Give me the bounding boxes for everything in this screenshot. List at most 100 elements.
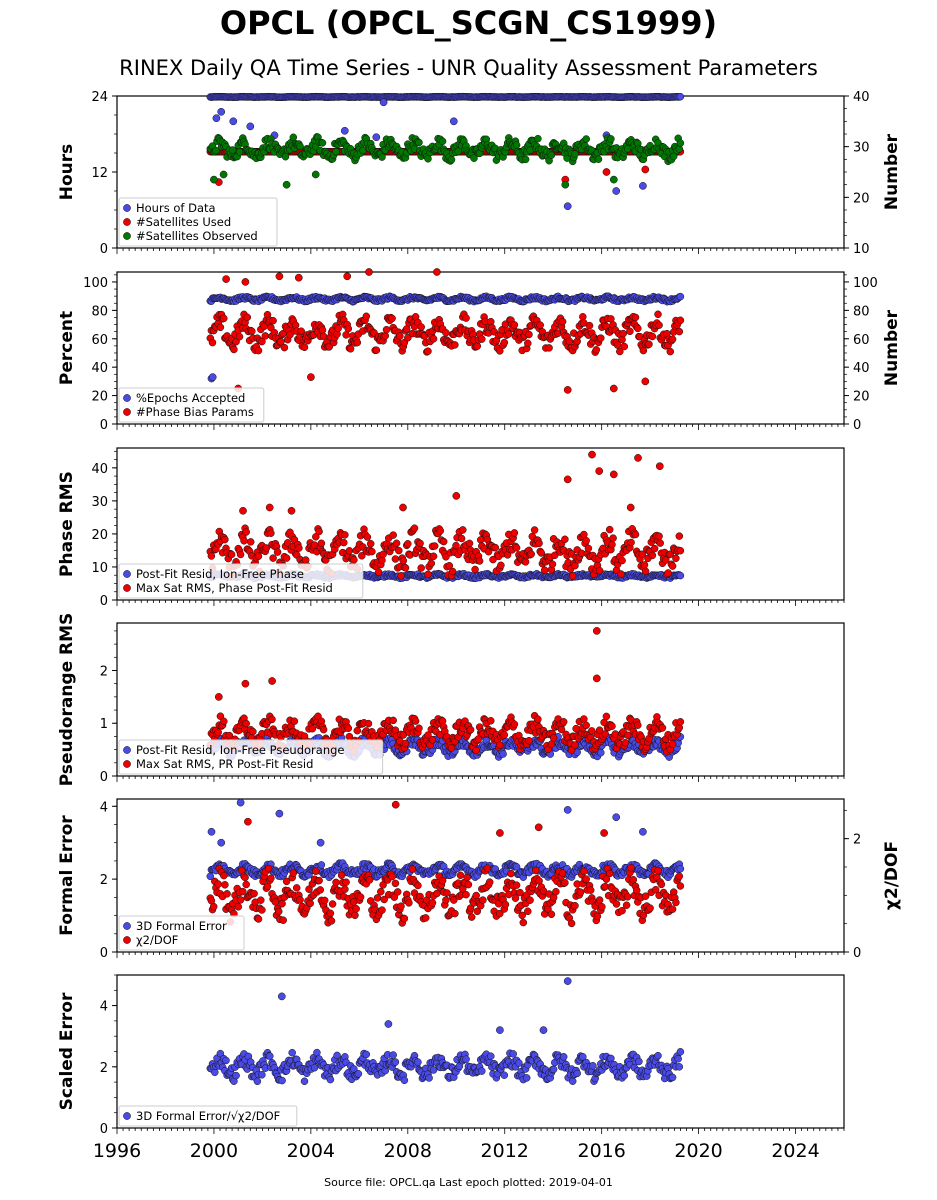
data-point [512, 141, 521, 149]
data-point [248, 327, 256, 335]
y2-axis-label: Number [882, 133, 902, 210]
legend-label: Max Sat RMS, Phase Post-Fit Resid [136, 581, 333, 595]
data-point [430, 542, 439, 550]
data-point [341, 531, 349, 539]
data-point [648, 332, 657, 341]
data-point [214, 728, 222, 737]
y2-tick-label: 80 [853, 304, 870, 319]
data-point [415, 724, 423, 732]
y-tick-label: 4 [100, 800, 108, 815]
legend-box [118, 197, 278, 247]
outlier-point [612, 187, 621, 195]
y-tick-label: 0 [100, 594, 108, 609]
data-point [295, 544, 303, 552]
data-point [582, 721, 590, 730]
data-point [396, 332, 404, 340]
data-point [429, 552, 438, 561]
data-point [650, 544, 659, 553]
data-point [273, 548, 282, 556]
data-point [592, 346, 601, 354]
data-point [389, 531, 397, 539]
data-point [281, 152, 290, 161]
data-point [536, 321, 544, 329]
data-point [207, 552, 216, 560]
legend-label: #Phase Bias Params [136, 405, 254, 419]
y2-axis-label: Number [882, 309, 902, 386]
outlier-point [563, 202, 572, 211]
data-point [417, 323, 425, 331]
data-point [220, 717, 228, 726]
data-point [315, 527, 323, 536]
data-point [473, 342, 482, 350]
data-point [510, 321, 519, 329]
y-tick-label: 24 [91, 90, 108, 105]
legend-marker [123, 584, 131, 592]
data-point [558, 317, 567, 326]
data-point [499, 750, 507, 758]
data-point [676, 139, 685, 147]
data-point [619, 329, 627, 338]
y2-axis-label: χ2/DOF [882, 841, 902, 910]
data-point [296, 142, 304, 151]
data-point [346, 345, 355, 353]
data-point [230, 345, 238, 354]
legend-label: Post-Fit Resid, Ion-Free Phase [136, 567, 304, 581]
legend-label: %Epochs Accepted [136, 391, 245, 405]
data-point [282, 554, 291, 562]
data-point [676, 92, 685, 101]
outlier-point [379, 98, 388, 107]
outlier-point [433, 268, 441, 276]
data-point [228, 146, 237, 154]
outlier-point [634, 454, 642, 462]
y-tick-label: 0 [100, 418, 108, 433]
outlier-point [246, 122, 255, 131]
y-tick-label: 0 [100, 242, 108, 257]
data-point [654, 310, 662, 319]
data-point [641, 567, 650, 576]
data-point [676, 718, 685, 726]
data-point [466, 725, 475, 734]
data-point [254, 552, 263, 560]
data-point [631, 530, 640, 539]
data-point [602, 712, 611, 721]
data-point [447, 744, 456, 752]
y-tick-label: 12 [91, 166, 108, 181]
data-point [378, 153, 386, 161]
y2-tick-label: 60 [853, 333, 870, 348]
data-point [353, 338, 362, 347]
data-point [656, 539, 664, 547]
data-point [372, 346, 381, 354]
data-point [548, 560, 557, 568]
outlier-point [561, 180, 570, 189]
data-point [457, 534, 466, 543]
data-point [530, 526, 539, 534]
data-point [639, 346, 648, 355]
outlier-point [214, 693, 223, 701]
data-point [428, 736, 437, 744]
data-point [475, 557, 484, 565]
data-point [525, 330, 533, 339]
data-point [559, 718, 568, 726]
data-point [345, 547, 354, 555]
data-point [227, 550, 236, 559]
outlier-point [372, 133, 381, 142]
y2-tick-label: 10 [853, 242, 870, 257]
data-point [389, 716, 397, 725]
data-point [571, 150, 579, 158]
data-point [491, 543, 500, 552]
outlier-point [449, 117, 458, 126]
data-point [208, 338, 217, 347]
data-point [521, 558, 530, 566]
data-point [332, 147, 340, 156]
data-point [608, 540, 616, 549]
data-point [261, 332, 270, 340]
data-point [442, 329, 450, 337]
data-point [289, 133, 298, 142]
outlier-point [639, 182, 647, 190]
data-point [397, 572, 405, 580]
data-point [496, 741, 504, 749]
data-point [584, 544, 593, 553]
data-point [627, 538, 635, 547]
data-point [424, 347, 432, 355]
